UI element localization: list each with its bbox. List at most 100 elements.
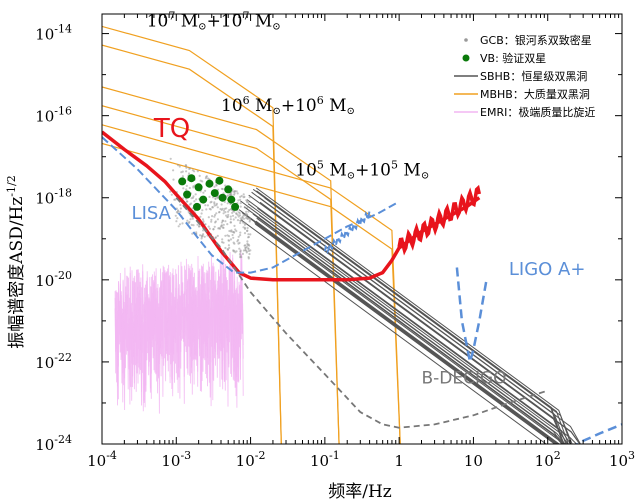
gcb-point bbox=[224, 246, 227, 250]
gcb-point bbox=[201, 234, 204, 237]
gcb-point bbox=[227, 244, 230, 247]
gcb-point bbox=[237, 215, 240, 218]
gcb-point bbox=[242, 226, 245, 229]
gcb-point bbox=[207, 216, 210, 219]
series-tq-wiggle bbox=[397, 184, 482, 256]
gcb-point bbox=[229, 221, 233, 224]
gcb-point bbox=[239, 219, 242, 222]
gcb-point bbox=[178, 223, 182, 226]
gcb-point bbox=[214, 221, 217, 224]
gcb-point bbox=[205, 208, 208, 211]
vb-point bbox=[205, 179, 214, 188]
gcb-point bbox=[202, 191, 205, 194]
gcb-point bbox=[182, 187, 185, 190]
sbhb-curve bbox=[238, 209, 559, 444]
gcb-point bbox=[237, 199, 240, 202]
gcb-point bbox=[191, 232, 194, 235]
legend-marker-gcb bbox=[464, 38, 468, 42]
gcb-point bbox=[179, 210, 182, 213]
gcb-point bbox=[192, 224, 195, 227]
y-tick-label: 10-22 bbox=[35, 351, 72, 372]
gcb-point bbox=[199, 215, 202, 218]
gcb-point bbox=[215, 212, 218, 215]
gcb-point bbox=[237, 238, 240, 242]
y-tick-label: 10-18 bbox=[35, 187, 72, 208]
emri-curve bbox=[114, 257, 244, 412]
gcb-point bbox=[246, 229, 249, 233]
gcb-point bbox=[187, 172, 191, 175]
gcb-point bbox=[247, 249, 250, 253]
gcb-point bbox=[222, 223, 225, 226]
x-tick-label: 102 bbox=[535, 449, 561, 470]
legend-marker-vb bbox=[462, 54, 470, 62]
gcb-point bbox=[226, 223, 229, 226]
gcb-point bbox=[192, 195, 195, 198]
gcb-point bbox=[181, 175, 184, 178]
gcb-point bbox=[190, 197, 193, 200]
axes: 10-4 10-3 10-2 10-1 1 10 102 103 10-14 10-16 10-18… bbox=[35, 13, 635, 470]
gcb-point bbox=[237, 242, 240, 245]
gcb-point bbox=[201, 180, 204, 183]
gcb-point bbox=[189, 202, 193, 205]
sbhb-curve bbox=[246, 199, 572, 444]
y-axis-title-main: 振幅谱密度ASD/Hz bbox=[7, 197, 27, 349]
gcb-point bbox=[238, 212, 241, 215]
series-b-decigo bbox=[175, 197, 548, 429]
gcb-point bbox=[213, 204, 216, 207]
y-axis-title: 振幅谱密度ASD/Hz-1/2 bbox=[5, 175, 27, 348]
gcb-point bbox=[245, 213, 248, 216]
gcb-point bbox=[233, 190, 236, 193]
gcb-point bbox=[246, 199, 249, 202]
detector-curves bbox=[102, 130, 622, 444]
gcb-point bbox=[235, 190, 238, 193]
plot-frame bbox=[101, 13, 623, 445]
gcb-point bbox=[229, 215, 232, 218]
gcb-point bbox=[221, 219, 224, 222]
gcb-point bbox=[227, 210, 230, 213]
vb-point bbox=[231, 202, 240, 211]
gcb-point bbox=[186, 200, 189, 203]
gcb-point bbox=[211, 206, 214, 209]
sbhb-curve bbox=[251, 191, 582, 444]
gcb-point bbox=[230, 229, 233, 232]
sbhb-curve bbox=[256, 190, 565, 444]
gcb-point bbox=[227, 213, 230, 216]
vb-point bbox=[183, 190, 192, 199]
gcb-point bbox=[222, 209, 225, 212]
gcb-point bbox=[213, 185, 216, 188]
gcb-point bbox=[248, 244, 251, 247]
gcb-point bbox=[238, 247, 241, 250]
gcb-point bbox=[232, 236, 235, 239]
gcb-point bbox=[200, 212, 203, 215]
gcb-point bbox=[220, 187, 223, 190]
gcb-point bbox=[208, 195, 211, 198]
gcb-point bbox=[228, 246, 231, 249]
gcb-point bbox=[173, 198, 176, 201]
annotation-tq: TQ bbox=[153, 114, 190, 144]
gcb-point bbox=[247, 210, 250, 213]
gcb-point bbox=[223, 200, 226, 203]
annotations: TQ LISA LIGO A+ B-DECIGO 107 M⊙+107 M⊙ 106 M⊙… bbox=[132, 9, 586, 388]
gcb-point bbox=[249, 233, 252, 236]
gcb-point bbox=[172, 169, 175, 172]
sbhb-curve bbox=[248, 194, 581, 444]
gcb-point bbox=[204, 189, 207, 192]
gcb-point bbox=[222, 226, 225, 229]
gcb-point bbox=[231, 211, 234, 214]
gcb-point bbox=[193, 200, 196, 203]
legend-label-gcb: GCB：银河系双致密星 bbox=[480, 33, 592, 47]
gcb-point bbox=[188, 186, 191, 190]
gcb-point bbox=[212, 228, 215, 231]
vb-point bbox=[215, 176, 224, 185]
gcb-point bbox=[196, 223, 199, 226]
gcb-point bbox=[241, 252, 244, 255]
gcb-point bbox=[205, 175, 208, 178]
gcb-point bbox=[237, 235, 240, 238]
gcb-point bbox=[220, 224, 223, 227]
mbhb-curve bbox=[102, 44, 282, 444]
vb-point bbox=[199, 195, 208, 204]
legend-label-sbhb: SBHB：恒星级双黑洞 bbox=[480, 70, 587, 83]
gcb-point bbox=[216, 234, 219, 237]
legend-label-vb: VB: 验证双星 bbox=[480, 51, 546, 65]
gcb-point bbox=[215, 202, 218, 205]
